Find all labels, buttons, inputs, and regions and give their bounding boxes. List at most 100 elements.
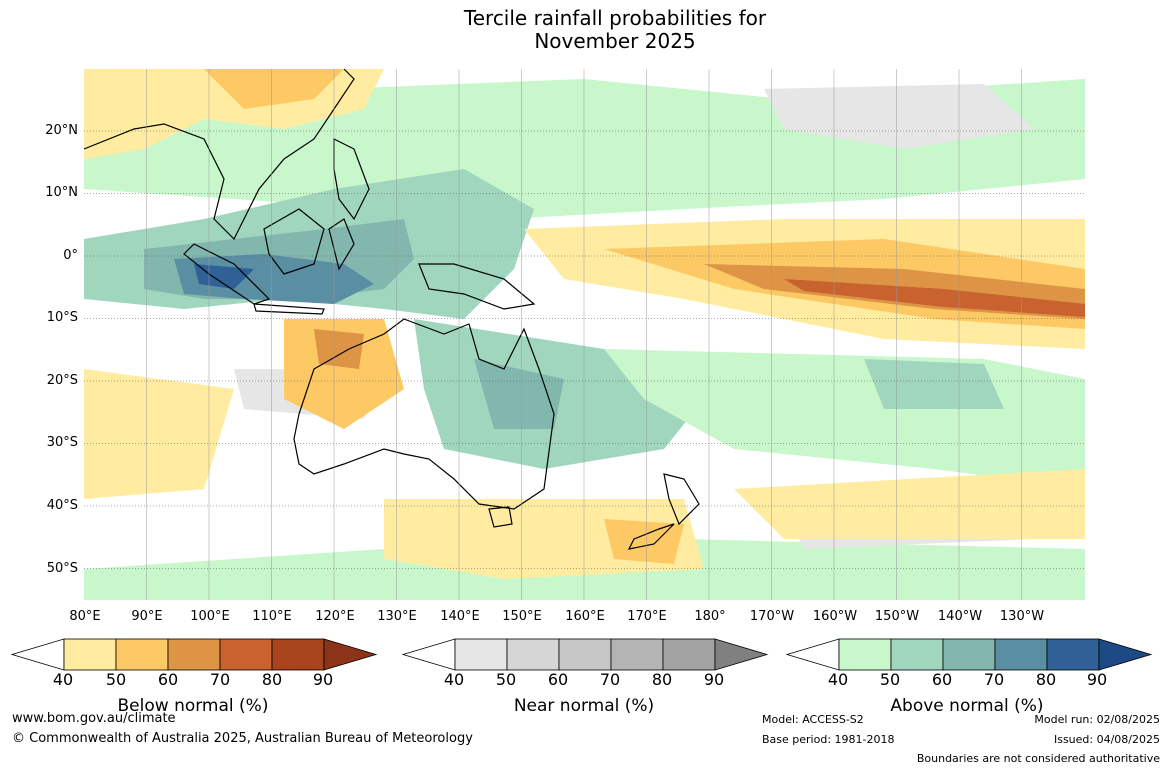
legend-near-segment-50 <box>506 638 560 671</box>
legend-above-segment-40 <box>838 638 892 671</box>
legend-above-segment-80 <box>1046 638 1100 671</box>
near-region-1 <box>764 84 1034 149</box>
legend-near-value-80: 80 <box>651 670 673 689</box>
legend-above-segment-50 <box>890 638 944 671</box>
map-title-line-2: November 2025 <box>534 29 696 53</box>
above-region-south-pacific-core <box>864 359 1004 409</box>
legend-below-value-50: 50 <box>105 670 127 689</box>
lat-tick-0: 0° <box>63 248 78 263</box>
lon-tick-150e: 150°E <box>502 609 542 624</box>
lon-tick-110e: 110°E <box>252 609 292 624</box>
lon-tick-100e: 100°E <box>190 609 230 624</box>
legend-below-right-arrow <box>323 638 378 671</box>
java-coastline <box>253 303 325 315</box>
legend-near-left-arrow <box>401 638 456 671</box>
borneo-coastline <box>263 208 325 275</box>
legend-below-value-90: 90 <box>312 670 334 689</box>
legend-above-value-60: 60 <box>931 670 953 689</box>
legend-below-segment-50 <box>115 638 169 671</box>
legend-near-value-50: 50 <box>495 670 517 689</box>
above-normal-regions <box>84 79 1085 600</box>
map-title-line-1: Tercile rainfall probabilities for <box>463 6 767 30</box>
lon-tick-130e: 130°E <box>377 609 417 624</box>
legend-near-right-arrow <box>714 638 769 671</box>
legend-near-value-90: 90 <box>703 670 725 689</box>
legend-colorbars <box>10 638 1153 671</box>
legend-near-segment-80 <box>662 638 716 671</box>
sulawesi-coastline <box>328 218 355 271</box>
below-normal-regions <box>84 69 1085 579</box>
southeast-asia-coastline <box>84 69 355 241</box>
legend-below-value-40: 40 <box>52 670 74 689</box>
below-region-nw-australia <box>284 319 404 429</box>
footer-issued: Issued: 04/08/2025 <box>1053 733 1160 746</box>
legend-below-value-70: 70 <box>209 670 231 689</box>
lon-tick-170w: 170°W <box>749 609 795 624</box>
lat-tick-40s: 40°S <box>46 498 78 513</box>
legend-near-value-60: 60 <box>547 670 569 689</box>
meridians <box>146 69 1022 600</box>
legend-above-segment-60 <box>942 638 996 671</box>
lat-tick-30s: 30°S <box>46 435 78 450</box>
legend-near-colorbar <box>401 638 769 671</box>
legend-below-segment-80 <box>271 638 325 671</box>
below-region-equatorial-pacific-strong <box>784 279 1085 317</box>
legend-near-value-40: 40 <box>443 670 465 689</box>
below-region-indian-ocean <box>84 369 234 499</box>
rainfall-probability-map <box>84 69 1085 600</box>
legend-above-value-50: 50 <box>879 670 901 689</box>
footer-disclaimer: Boundaries are not considered authoritat… <box>916 752 1160 765</box>
lon-tick-160e: 160°E <box>565 609 605 624</box>
below-region-nw-australia-core <box>314 329 364 369</box>
lat-tick-50s: 50°S <box>46 561 78 576</box>
graticule <box>84 130 1085 569</box>
legend-near-value-70: 70 <box>599 670 621 689</box>
legend-below-left-arrow <box>10 638 65 671</box>
new-zealand-south-coastline <box>627 523 675 550</box>
below-region-tasman-core <box>604 519 684 564</box>
lat-tick-20s: 20°S <box>46 373 78 388</box>
lat-tick-10s: 10°S <box>46 310 78 325</box>
lon-tick-130w: 130°W <box>999 609 1045 624</box>
legend-above-value-40: 40 <box>827 670 849 689</box>
footer-base-period: Base period: 1981-2018 <box>762 733 895 746</box>
lon-tick-140w: 140°W <box>937 609 983 624</box>
australia-coastline <box>293 318 555 510</box>
new-guinea-coastline <box>418 263 536 310</box>
footer-url[interactable]: www.bom.gov.au/climate <box>12 711 176 726</box>
footer-model-run: Model run: 02/08/2025 <box>1034 713 1160 726</box>
legend-above-value-80: 80 <box>1035 670 1057 689</box>
legend-near-segment-70 <box>610 638 664 671</box>
footer-copyright: © Commonwealth of Australia 2025, Austra… <box>12 731 473 746</box>
legend-below-segment-40 <box>63 638 117 671</box>
legend-below-segment-70 <box>219 638 273 671</box>
lon-tick-120e: 120°E <box>315 609 355 624</box>
legend-above-segment-70 <box>994 638 1048 671</box>
legend-above-colorbar <box>785 638 1153 671</box>
legend-near-title: Near normal (%) <box>513 696 655 716</box>
lon-tick-180: 180° <box>694 609 726 624</box>
lon-tick-80e: 80°E <box>69 609 101 624</box>
tasmania-coastline <box>488 506 513 528</box>
lon-tick-90e: 90°E <box>131 609 163 624</box>
legend-near-segment-40 <box>454 638 508 671</box>
legend-below-value-80: 80 <box>261 670 283 689</box>
legend-above-right-arrow <box>1098 638 1153 671</box>
lon-tick-160w: 160°W <box>812 609 858 624</box>
below-region-south-asia-core <box>204 69 344 109</box>
lon-tick-140e: 140°E <box>440 609 480 624</box>
lon-tick-150w: 150°W <box>874 609 920 624</box>
below-region-east-pacific-south <box>734 469 1085 539</box>
new-zealand-north-coastline <box>663 473 700 526</box>
legend-below-value-60: 60 <box>157 670 179 689</box>
legend-below-segment-60 <box>167 638 221 671</box>
legend-below-title: Below normal (%) <box>117 696 269 716</box>
legend-above-title: Above normal (%) <box>890 696 1044 716</box>
legend-above-left-arrow <box>785 638 840 671</box>
lat-tick-10n: 10°N <box>45 185 78 200</box>
footer-model: Model: ACCESS-S2 <box>762 713 864 726</box>
legend-above-value-70: 70 <box>983 670 1005 689</box>
legend-near-segment-60 <box>558 638 612 671</box>
lon-tick-170e: 170°E <box>627 609 667 624</box>
legend-below-colorbar <box>10 638 378 671</box>
